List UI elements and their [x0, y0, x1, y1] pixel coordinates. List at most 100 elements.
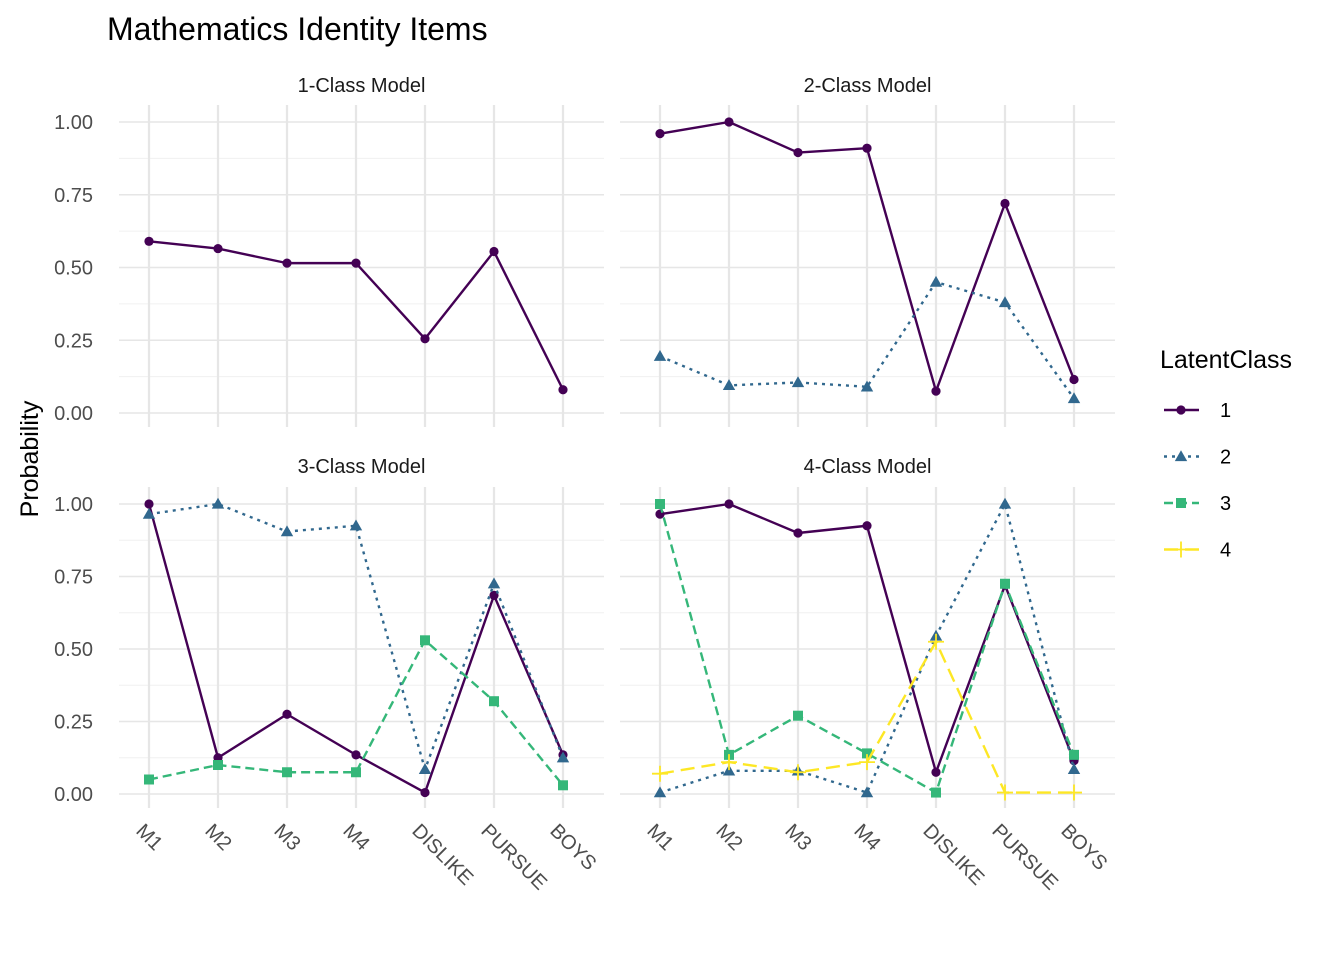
y-tick-label: 0.50: [54, 639, 93, 661]
data-point: [931, 787, 941, 798]
data-point: [420, 787, 430, 798]
y-tick-label: 0.75: [54, 185, 93, 207]
data-point: [793, 528, 803, 538]
y-tick-label: 0.25: [54, 712, 93, 734]
data-point: [418, 763, 432, 774]
data-point: [928, 633, 944, 650]
data-point: [213, 760, 223, 770]
x-tick-label: PURSUE: [476, 820, 551, 895]
x-tick-label: M4: [849, 820, 884, 855]
series-4: [652, 633, 1082, 801]
data-point: [653, 786, 667, 798]
data-point: [1069, 749, 1079, 760]
data-point: [1069, 374, 1079, 385]
data-point: [793, 147, 803, 158]
data-point: [420, 334, 430, 344]
legend-item-2: 2: [1164, 447, 1231, 469]
legend-key-marker: [1174, 450, 1188, 462]
data-point: [489, 246, 499, 257]
series-2: [142, 497, 570, 774]
data-point: [282, 709, 292, 719]
data-point: [142, 507, 156, 519]
data-point: [558, 385, 568, 395]
x-tick-label: M1: [642, 820, 677, 855]
data-point: [144, 236, 154, 246]
data-point: [351, 258, 361, 268]
y-tick-label: 0.75: [54, 567, 93, 589]
x-tick-label: DISLIKE: [407, 820, 477, 890]
data-point: [282, 258, 292, 268]
legend-key-marker: [1176, 405, 1186, 415]
data-point: [859, 754, 875, 771]
data-point: [791, 376, 805, 388]
legend-label: 1: [1220, 400, 1231, 422]
x-tick-label: PURSUE: [987, 820, 1062, 895]
panel-3: 3-Class Model 0.00 0.25 0.50 0.75 1.00 M1 M2 M3 M…: [54, 456, 604, 894]
panel-title: 1-Class Model: [298, 75, 426, 97]
y-tick-label: 1.00: [54, 112, 93, 134]
data-point: [722, 379, 736, 391]
series-2: [653, 275, 1081, 404]
y-tick-label: 0.25: [54, 330, 93, 352]
data-point: [931, 767, 941, 777]
data-point: [860, 786, 874, 798]
panel-title: 4-Class Model: [804, 456, 932, 478]
data-point: [929, 275, 943, 287]
data-point: [860, 380, 874, 392]
data-point: [721, 754, 737, 771]
data-point: [144, 774, 154, 785]
data-point: [558, 780, 568, 791]
data-point: [556, 751, 570, 763]
data-point: [652, 765, 668, 782]
data-point: [862, 521, 872, 531]
data-point: [211, 497, 225, 509]
panel-1: 1-Class Model 0.00 0.25 0.50 0.75 1.00: [54, 75, 604, 427]
legend-label: 3: [1220, 493, 1231, 515]
data-point: [1000, 578, 1010, 589]
data-point: [997, 784, 1013, 801]
legend-item-3: 3: [1164, 493, 1231, 515]
data-point: [351, 767, 361, 778]
x-tick-label: M1: [131, 820, 166, 855]
panel-2: 2-Class Model: [620, 75, 1115, 427]
data-point: [1066, 784, 1082, 801]
y-tick-label: 0.00: [54, 784, 93, 806]
data-point: [420, 635, 430, 646]
x-tick-label: BOYS: [545, 820, 600, 875]
data-point: [489, 590, 499, 600]
y-axis-title: Probability: [16, 400, 44, 517]
data-point: [655, 499, 665, 509]
legend-item-1: 1: [1164, 400, 1231, 422]
y-tick-label: 0.00: [54, 403, 93, 425]
legend-title: LatentClass: [1160, 346, 1292, 374]
data-point: [1067, 763, 1081, 774]
panel-title: 3-Class Model: [298, 456, 426, 478]
x-tick-label: M3: [780, 820, 815, 855]
y-tick-label: 0.50: [54, 258, 93, 280]
data-point: [862, 143, 872, 153]
data-point: [862, 748, 872, 759]
chart-title: Mathematics Identity Items: [107, 11, 488, 47]
legend-label: 2: [1220, 447, 1231, 469]
data-point: [349, 519, 363, 531]
series-1: [144, 236, 568, 395]
data-point: [655, 509, 665, 519]
data-point: [280, 525, 294, 537]
data-point: [790, 764, 806, 781]
x-tick-label: M2: [711, 820, 746, 855]
data-point: [998, 497, 1012, 509]
data-point: [487, 577, 501, 589]
data-point: [655, 129, 665, 139]
legend-key-marker: [1173, 541, 1189, 558]
facet-panels: 1-Class Model 0.00 0.25 0.50 0.75 1.00 2-Class…: [54, 75, 1115, 894]
data-point: [793, 710, 803, 721]
data-point: [998, 296, 1012, 308]
legend-item-4: 4: [1164, 540, 1231, 562]
data-point: [724, 117, 734, 127]
legend: LatentClass 1 2 3 4: [1160, 346, 1292, 562]
legend-key-marker: [1176, 498, 1186, 508]
data-point: [213, 243, 223, 254]
x-tick-label: M3: [269, 820, 304, 855]
